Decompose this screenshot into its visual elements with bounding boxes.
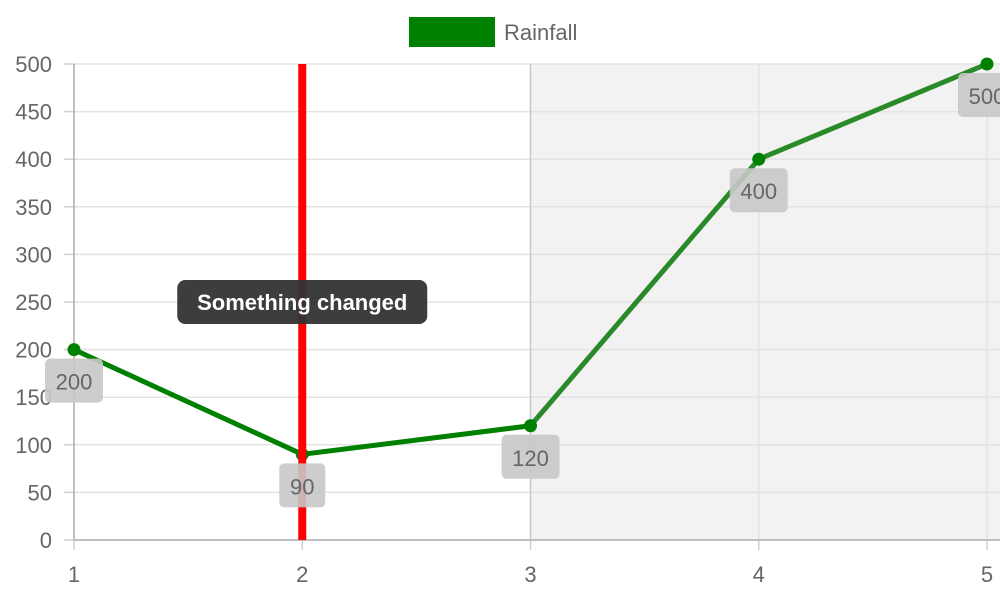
series-line-segment [71, 347, 305, 457]
y-tick-label: 400 [15, 147, 52, 172]
legend-swatch [409, 17, 495, 47]
data-label: 500 [969, 84, 1000, 109]
y-tick-label: 100 [15, 433, 52, 458]
y-tick-label: 250 [15, 290, 52, 315]
x-tick-label: 1 [68, 562, 80, 587]
data-label: 400 [740, 179, 777, 204]
series-line-segment [299, 423, 533, 457]
data-point [752, 152, 766, 166]
series-line-segment [528, 156, 762, 429]
data-label-box [279, 463, 326, 508]
x-tick-label: 3 [524, 562, 536, 587]
data-label: 90 [290, 474, 314, 499]
x-tick-label: 5 [981, 562, 993, 587]
x-tick-label: 4 [753, 562, 765, 587]
data-label-box [958, 73, 1000, 117]
data-label-box [501, 434, 560, 479]
series-line-segment [756, 61, 990, 162]
y-tick-label: 0 [40, 528, 52, 553]
y-tick-label: 350 [15, 195, 52, 220]
legend-label: Rainfall [504, 20, 577, 45]
data-label-box [45, 358, 103, 403]
annotation-label: Something changed [197, 290, 407, 315]
data-label: 120 [512, 446, 549, 471]
data-point [980, 57, 994, 71]
y-tick-label: 500 [15, 52, 52, 77]
data-label: 200 [56, 370, 93, 395]
data-point [67, 343, 81, 357]
data-label-box [729, 168, 788, 213]
y-tick-label: 200 [15, 338, 52, 363]
y-tick-label: 300 [15, 242, 52, 267]
annotation-label-box [177, 280, 428, 324]
y-tick-label: 50 [28, 480, 52, 505]
x-tick-label: 2 [296, 562, 308, 587]
data-point [524, 419, 537, 433]
y-tick-label: 450 [15, 100, 52, 125]
